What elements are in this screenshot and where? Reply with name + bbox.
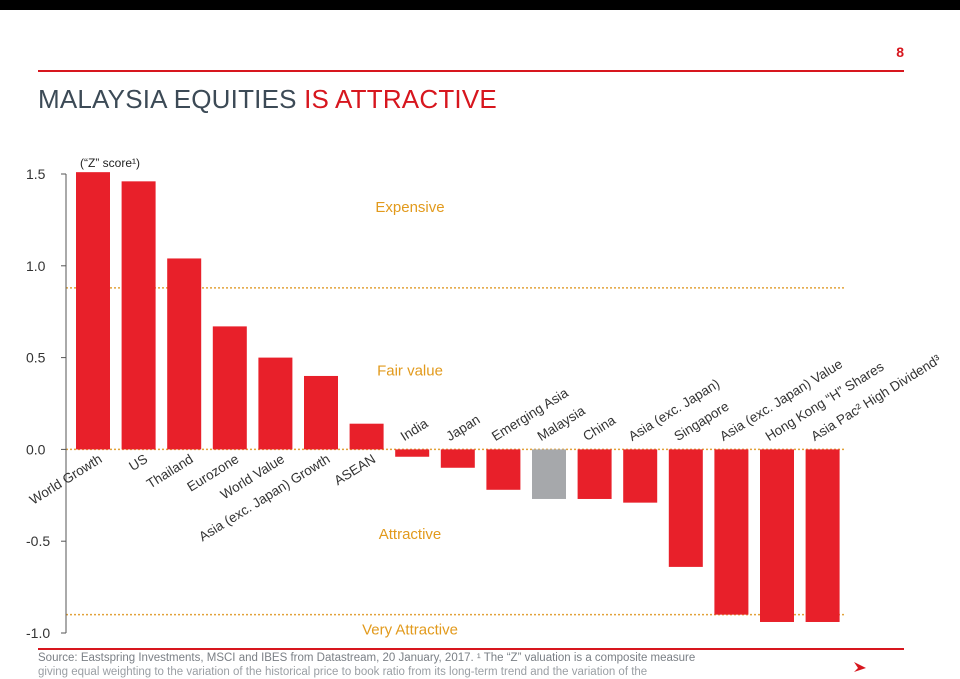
y-tick-label: 1.5 <box>26 166 46 182</box>
bar-6 <box>349 423 384 450</box>
bar-12 <box>623 449 658 503</box>
bar-4 <box>258 357 293 450</box>
slide-title: MALAYSIA EQUITIES IS ATTRACTIVE <box>38 84 497 115</box>
brand-logo-icon <box>854 662 866 672</box>
bar-5 <box>304 375 338 450</box>
source-footnote: Source: Eastspring Investments, MSCI and… <box>38 651 798 679</box>
top-black-bar <box>0 0 960 10</box>
y-unit-label: (“Z” score¹) <box>80 156 140 170</box>
bar-3 <box>212 326 247 450</box>
footer-rule <box>38 648 904 650</box>
zone-label: Very Attractive <box>362 621 458 638</box>
bar-2 <box>167 258 202 450</box>
header-rule <box>38 70 904 72</box>
y-tick-label: -0.5 <box>26 533 50 549</box>
zone-label: Fair value <box>377 362 443 379</box>
page-number: 8 <box>896 44 904 60</box>
bar-14 <box>714 449 749 615</box>
bar-9 <box>486 449 521 490</box>
bar-15 <box>760 449 794 622</box>
y-tick-label: -1.0 <box>26 625 50 641</box>
title-accent: IS ATTRACTIVE <box>304 84 497 114</box>
bar-7 <box>395 449 430 457</box>
bar-10 <box>532 449 566 499</box>
zone-label: Expensive <box>375 199 444 216</box>
title-main: MALAYSIA EQUITIES <box>38 84 305 114</box>
bar-11 <box>577 449 612 499</box>
y-tick-label: 1.0 <box>26 258 46 274</box>
category-label: ASEAN <box>331 451 378 488</box>
source-line-2: giving equal weighting to the variation … <box>38 666 648 678</box>
bar-13 <box>668 449 703 567</box>
bar-8 <box>440 449 475 468</box>
y-tick-label: 0.5 <box>26 350 46 366</box>
bar-1 <box>121 181 156 450</box>
category-label: India <box>398 415 431 443</box>
source-line-1: Source: Eastspring Investments, MSCI and… <box>38 652 696 664</box>
category-label: Japan <box>443 412 482 444</box>
category-label: China <box>580 412 618 444</box>
bar-16 <box>805 449 840 622</box>
zone-label: Attractive <box>379 526 442 543</box>
category-label: Emerging Asia <box>489 385 571 444</box>
y-tick-label: 0.0 <box>26 441 46 457</box>
category-label: US <box>126 451 150 474</box>
bar-0 <box>76 172 110 450</box>
